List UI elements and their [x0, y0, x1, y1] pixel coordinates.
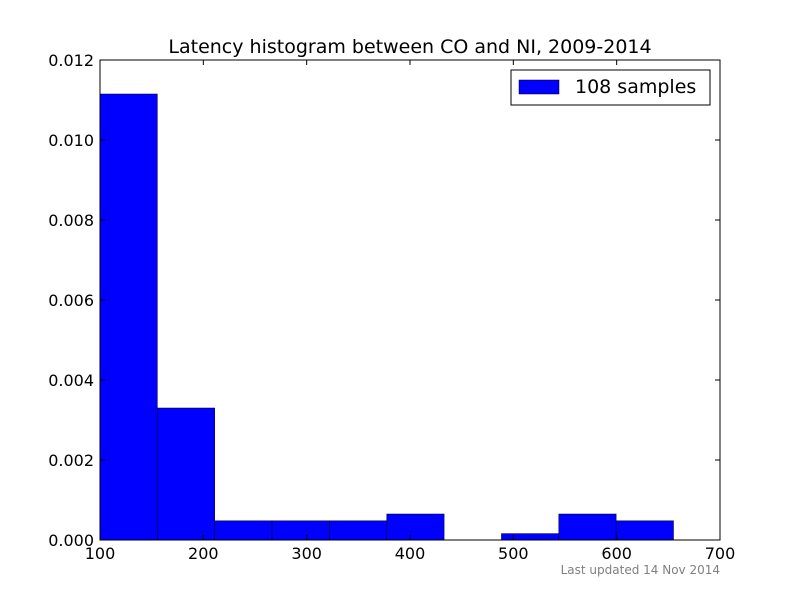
y-tick-label-4: 0.008 — [48, 211, 94, 230]
x-tick-label-0: 100 — [85, 544, 116, 563]
y-tick-label-1: 0.002 — [48, 451, 94, 470]
histogram-bar-0 — [99, 93, 158, 541]
histogram-bar-5 — [386, 513, 445, 541]
histogram-bar-2 — [214, 520, 273, 541]
histogram-bar-9 — [615, 520, 674, 541]
histogram-bar-4 — [329, 520, 387, 541]
x-tick-label-6: 700 — [705, 544, 736, 563]
histogram-bar-1 — [157, 407, 215, 541]
histogram-bar-3 — [271, 520, 330, 541]
y-tick-label-6: 0.012 — [48, 51, 94, 70]
x-tick-label-2: 300 — [291, 544, 322, 563]
x-tick-label-4: 500 — [498, 544, 529, 563]
x-tick-label-3: 400 — [395, 544, 426, 563]
legend-label: 108 samples — [575, 76, 696, 98]
chart-title: Latency histogram between CO and NI, 200… — [168, 36, 651, 58]
x-tick-label-1: 200 — [188, 544, 219, 563]
y-tick-label-0: 0.000 — [48, 531, 94, 550]
histogram-bar-7 — [501, 533, 560, 541]
last-updated-note: Last updated 14 Nov 2014 — [561, 563, 720, 577]
y-tick-label-5: 0.010 — [48, 131, 94, 150]
ticks-layer — [99, 59, 721, 541]
x-tick-label-5: 600 — [601, 544, 632, 563]
bars-layer — [99, 93, 674, 541]
y-tick-label-2: 0.004 — [48, 371, 94, 390]
legend-swatch — [518, 79, 560, 95]
legend: 108 samples — [510, 69, 711, 106]
tick-labels-layer: 100 200 300 400 500 600 700 0.000 0.002 0.004 0.00… — [48, 51, 735, 563]
y-tick-label-3: 0.006 — [48, 291, 94, 310]
histogram-bar-8 — [558, 513, 617, 541]
